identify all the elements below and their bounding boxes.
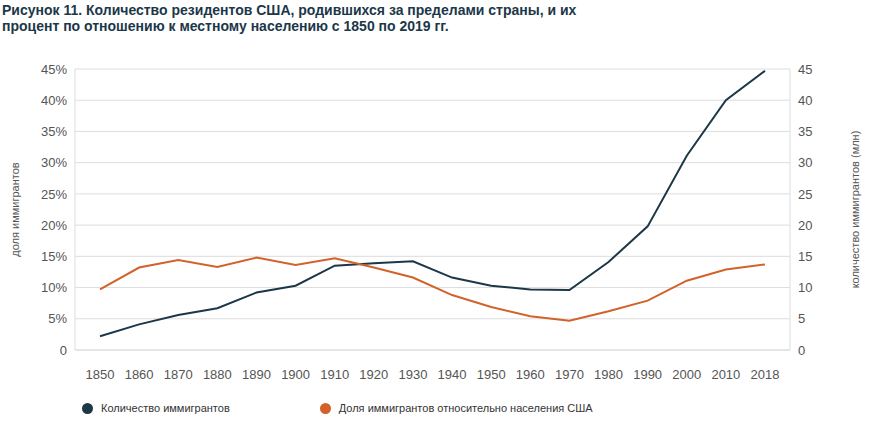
svg-text:45%: 45% (41, 62, 67, 77)
svg-text:10%: 10% (41, 280, 67, 295)
html-text:Доля иммигрантов относительно: Доля иммигрантов относительно населения … (338, 402, 593, 414)
svg-text:1860: 1860 (125, 367, 154, 382)
svg-text:1870: 1870 (164, 367, 193, 382)
svg-text:30: 30 (798, 155, 812, 170)
svg-text:1960: 1960 (516, 367, 545, 382)
svg-text:количество иммигрантов (млн): количество иммигрантов (млн) (849, 131, 861, 289)
svg-text:1920: 1920 (359, 367, 388, 382)
svg-text:доля иммигрантов: доля иммигрантов (9, 162, 21, 256)
svg-text:25%: 25% (41, 187, 67, 202)
svg-text:1880: 1880 (203, 367, 232, 382)
svg-text:10: 10 (798, 280, 812, 295)
svg-text:45: 45 (798, 62, 812, 77)
svg-text:20%: 20% (41, 218, 67, 233)
svg-text:1930: 1930 (398, 367, 427, 382)
svg-text:20: 20 (798, 218, 812, 233)
svg-text:1950: 1950 (477, 367, 506, 382)
svg-text:1940: 1940 (438, 367, 467, 382)
html-text:Рисунок 11. Количество резиден: Рисунок 11. Количество резидентов США, р… (2, 2, 577, 34)
svg-text:40: 40 (798, 93, 812, 108)
svg-text:1900: 1900 (281, 367, 310, 382)
svg-text:5%: 5% (48, 311, 67, 326)
svg-text:5: 5 (798, 311, 805, 326)
svg-text:15%: 15% (41, 249, 67, 264)
svg-text:2018: 2018 (751, 367, 780, 382)
svg-text:1970: 1970 (555, 367, 584, 382)
svg-text:35%: 35% (41, 124, 67, 139)
html-text:Количество иммигрантов: Количество иммигрантов (101, 402, 230, 414)
svg-text:1850: 1850 (86, 367, 115, 382)
svg-text:35: 35 (798, 124, 812, 139)
svg-text:1890: 1890 (242, 367, 271, 382)
svg-text:0: 0 (798, 343, 805, 358)
svg-text:1990: 1990 (633, 367, 662, 382)
svg-text:25: 25 (798, 187, 812, 202)
svg-text:2000: 2000 (672, 367, 701, 382)
svg-text:15: 15 (798, 249, 812, 264)
svg-text:1910: 1910 (320, 367, 349, 382)
svg-text:40%: 40% (41, 93, 67, 108)
svg-text:30%: 30% (41, 155, 67, 170)
svg-text:1980: 1980 (594, 367, 623, 382)
svg-text:2010: 2010 (711, 367, 740, 382)
svg-text:0: 0 (60, 343, 67, 358)
